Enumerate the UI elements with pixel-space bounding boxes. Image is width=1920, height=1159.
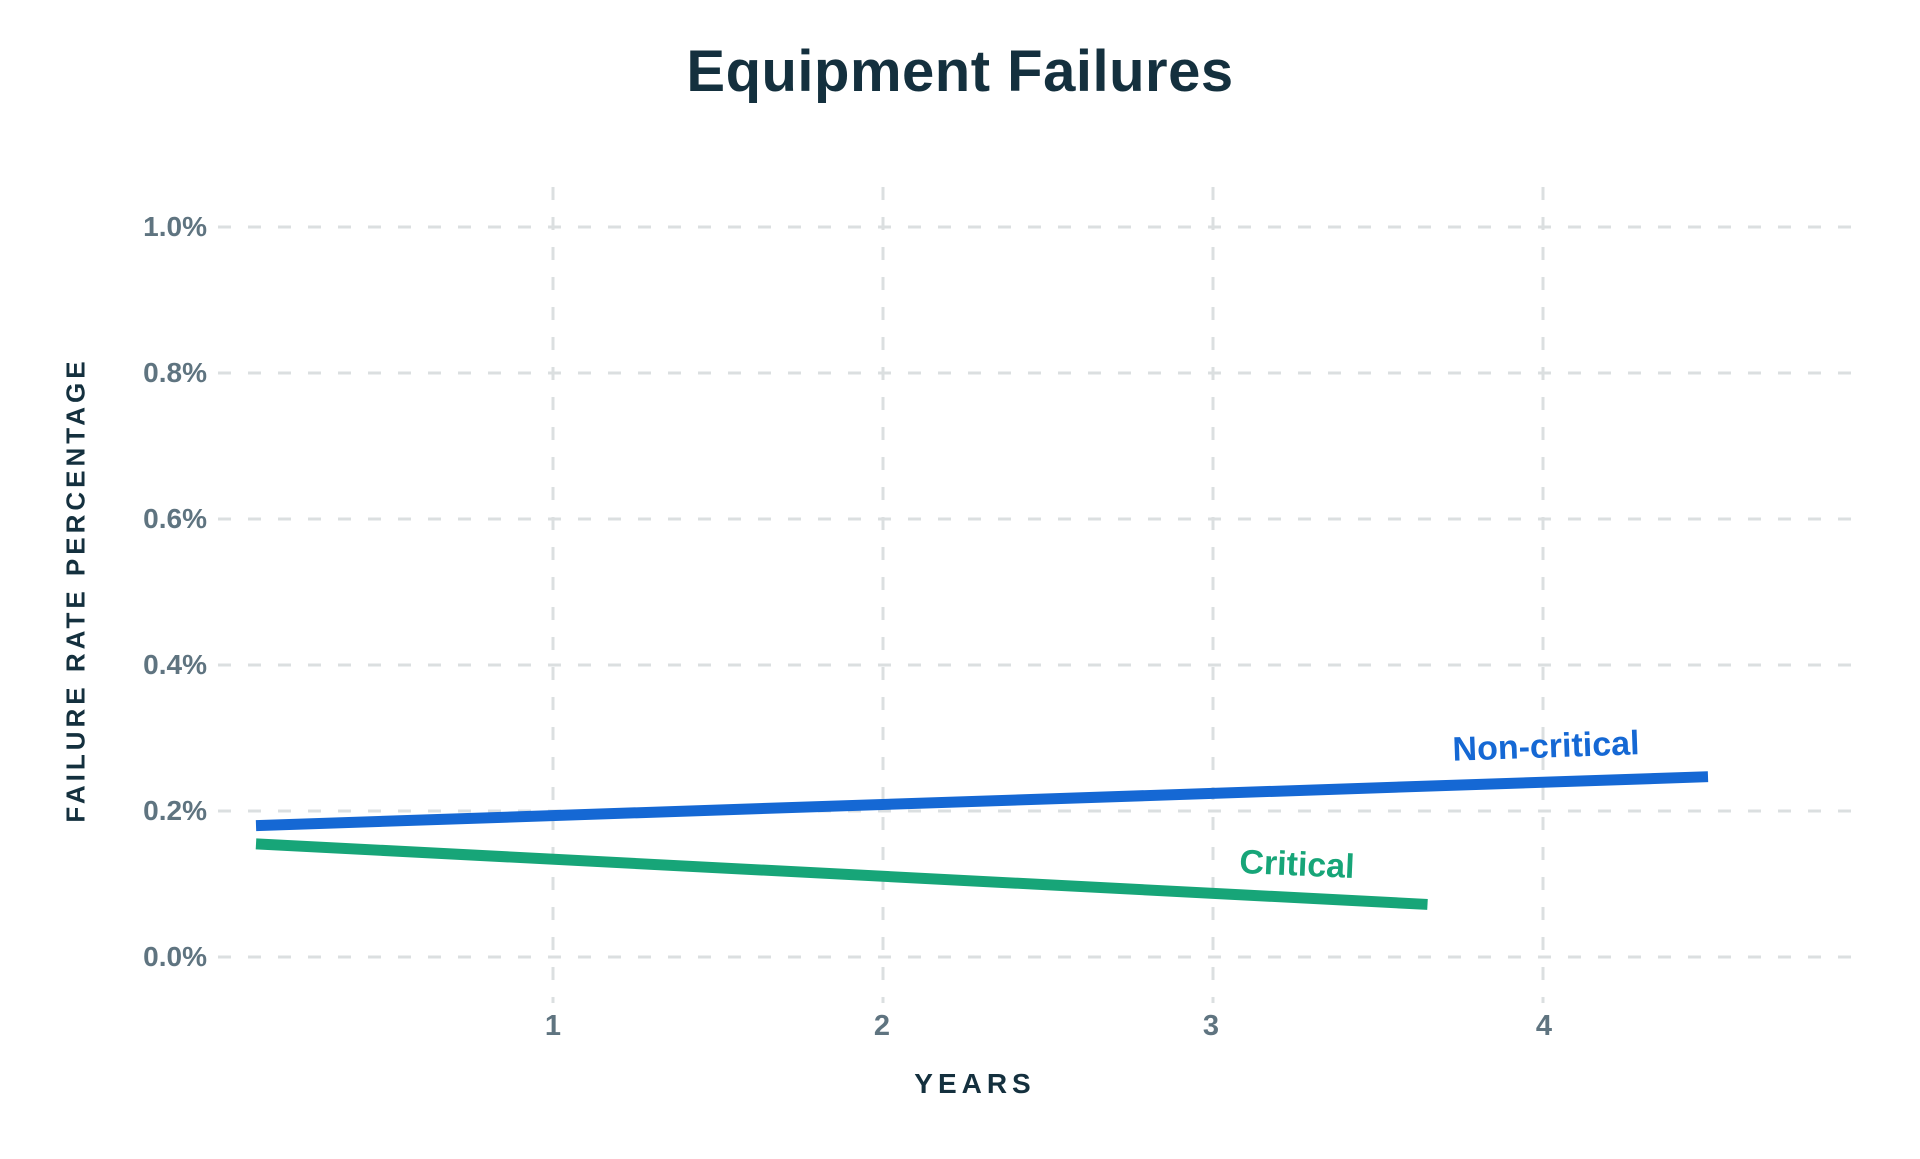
y-tick-label: 1.0% (143, 211, 207, 242)
x-tick-label: 4 (1535, 1010, 1553, 1042)
x-tick-label: 1 (544, 1010, 562, 1042)
y-tick-label: 0.8% (143, 357, 207, 388)
series-line-critical (255, 838, 1428, 910)
y-tick-label: 0.0% (143, 941, 207, 972)
series-label-critical: Critical (1238, 843, 1356, 886)
x-tick-label: 2 (873, 1010, 891, 1042)
page-title: Equipment Failures (686, 39, 1234, 104)
x-tick-label: 3 (1202, 1010, 1220, 1042)
series-line-non-critical (255, 771, 1709, 832)
series-label-non-critical: Non-critical (1451, 724, 1641, 769)
y-tick-label: 0.6% (143, 503, 207, 534)
y-tick-label: 0.4% (143, 649, 207, 680)
y-tick-label: 0.2% (143, 795, 207, 826)
x-axis-title: YEARS (914, 1068, 1036, 1099)
